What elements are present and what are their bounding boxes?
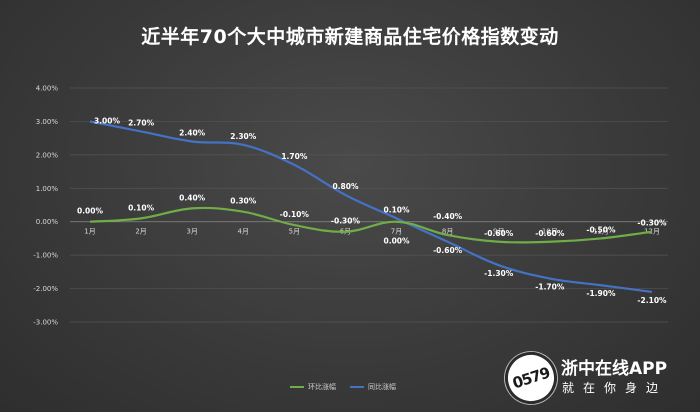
y-tick-label: -2.00%	[33, 285, 58, 293]
y-tick-label: 2.00%	[36, 151, 59, 159]
brand-badge-text: 0579	[510, 363, 552, 393]
data-label-yoy: 2.70%	[128, 118, 155, 127]
legend-swatch-mom	[290, 386, 304, 388]
legend-swatch-yoy	[350, 386, 364, 388]
data-label-yoy: -2.10%	[637, 296, 667, 305]
data-label-mom: -0.10%	[280, 210, 310, 219]
gridlines	[70, 87, 668, 323]
data-label-mom: 0.00%	[77, 207, 104, 216]
x-tick-label: 11月	[593, 228, 609, 236]
x-tick-label: 12月	[644, 228, 660, 236]
y-tick-label: -3.00%	[33, 319, 58, 327]
y-axis-ticks: 4.00% 3.00% 2.00% 1.00% 0.00% -1.00% -2.00% -3.…	[33, 85, 58, 327]
data-label-yoy: -1.70%	[535, 283, 565, 292]
x-tick-label: 7月	[391, 228, 402, 236]
brand-logo-icon: 0579	[498, 345, 564, 411]
y-tick-label: 0.00%	[36, 218, 59, 226]
data-label-mom: -0.40%	[433, 212, 463, 221]
data-label-yoy: -1.90%	[586, 289, 616, 298]
legend-label-mom: 环比涨幅	[308, 383, 336, 391]
data-label-yoy: -1.30%	[484, 269, 514, 278]
data-label-yoy: -0.60%	[433, 246, 463, 255]
data-label-yoy: 3.00%	[94, 116, 121, 125]
legend-label-yoy: 同比涨幅	[368, 383, 396, 391]
data-label-mom: -0.60%	[535, 229, 565, 238]
brand-watermark: 0579 浙中在线APP 就在你身边	[498, 345, 695, 411]
series-line-mom	[89, 206, 653, 244]
legend: 环比涨幅 同比涨幅	[290, 382, 396, 392]
x-tick-label: 2月	[135, 228, 146, 236]
data-label-mom: 0.40%	[179, 193, 206, 202]
data-label-mom: 0.10%	[128, 203, 155, 212]
chart-title: 近半年70个大中城市新建商品住宅价格指数变动	[141, 26, 559, 48]
data-label-mom: 0.30%	[230, 197, 257, 206]
data-labels: 0.00% 0.10% 0.40% 0.30% -0.10% -0.30% 0.00% -0.…	[77, 116, 667, 304]
y-tick-label: 4.00%	[36, 85, 59, 93]
data-label-yoy: 0.10%	[384, 205, 411, 214]
data-label-yoy: 2.30%	[230, 132, 257, 141]
data-label-yoy: 0.80%	[332, 182, 359, 191]
x-tick-label: 3月	[186, 228, 197, 236]
y-tick-label: 1.00%	[36, 185, 59, 193]
x-tick-label: 9月	[493, 228, 504, 236]
legend-item-yoy: 同比涨幅	[350, 382, 396, 392]
data-label-mom: -0.30%	[331, 217, 361, 226]
x-tick-label: 8月	[442, 228, 453, 236]
data-label-mom: -0.60%	[484, 229, 514, 238]
data-label-mom: 0.00%	[384, 237, 411, 246]
series-lines	[89, 120, 653, 294]
brand-name: 浙中在线APP	[561, 359, 668, 379]
x-tick-label: 1月	[84, 228, 95, 236]
data-label-mom: -0.50%	[586, 225, 616, 234]
x-axis-ticks: 1月 2月 3月 4月 5月 6月 7月 8月 9月 10月 11月 12月	[84, 228, 660, 236]
x-tick-label: 5月	[289, 228, 300, 236]
data-label-yoy: 1.70%	[281, 152, 308, 161]
data-label-yoy: 2.40%	[179, 128, 206, 137]
x-tick-label: 10月	[542, 228, 558, 236]
y-tick-label: 3.00%	[36, 118, 59, 126]
x-tick-label: 4月	[238, 228, 249, 236]
series-line-yoy	[89, 120, 653, 294]
legend-item-mom: 环比涨幅	[290, 382, 336, 392]
data-label-mom: -0.30%	[637, 219, 667, 228]
brand-slogan: 就在你身边	[562, 381, 668, 395]
y-tick-label: -1.00%	[33, 252, 58, 260]
